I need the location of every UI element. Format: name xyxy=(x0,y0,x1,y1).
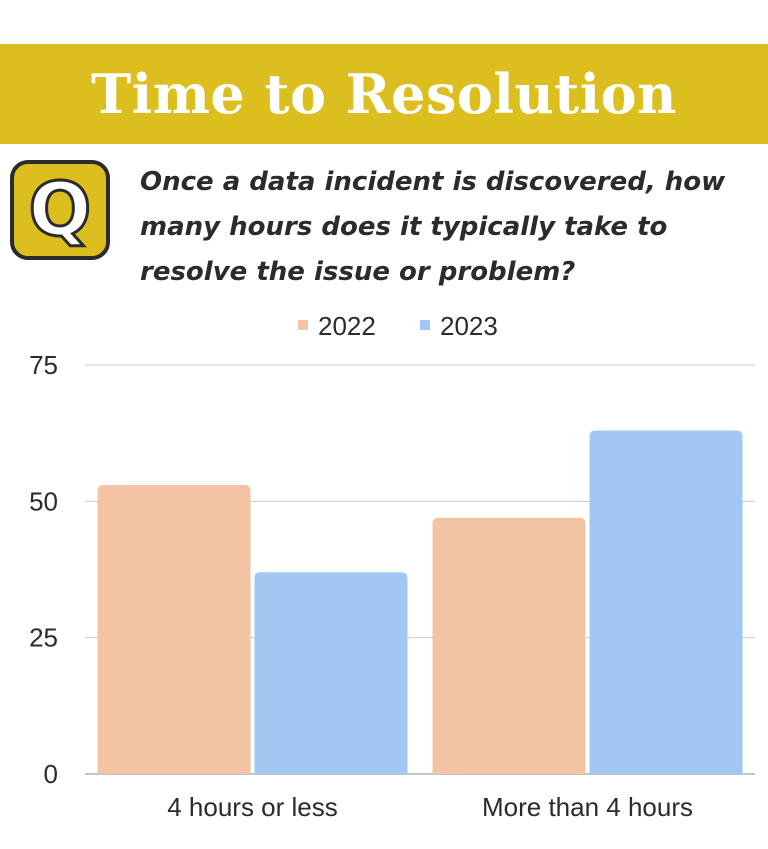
legend-label-2022: 2022 xyxy=(318,311,376,341)
legend-swatch-2023 xyxy=(420,320,430,330)
x-tick-label: More than 4 hours xyxy=(482,792,693,822)
y-tick-label: 50 xyxy=(29,486,58,516)
question-badge-letter: Q xyxy=(27,167,93,253)
question-badge-icon: Q xyxy=(10,160,110,260)
y-tick-label: 75 xyxy=(29,350,58,380)
bar-chart: 0 25 50 75 4 hours or less More than 4 hours 2… xyxy=(29,311,755,822)
y-tick-label: 25 xyxy=(29,623,58,653)
bar-2023-1 xyxy=(589,430,743,774)
bar-2022-1 xyxy=(432,517,586,774)
y-tick-label: 0 xyxy=(44,759,58,789)
legend-label-2023: 2023 xyxy=(440,311,498,341)
x-tick-label: 4 hours or less xyxy=(167,792,338,822)
bar-2022-0 xyxy=(97,484,251,774)
bar-2023-0 xyxy=(254,572,408,774)
question-text: Once a data incident is discovered, how … xyxy=(140,167,726,287)
legend-swatch-2022 xyxy=(298,320,308,330)
title-banner: Time to Resolution xyxy=(0,44,768,144)
page-title: Time to Resolution xyxy=(91,62,677,126)
